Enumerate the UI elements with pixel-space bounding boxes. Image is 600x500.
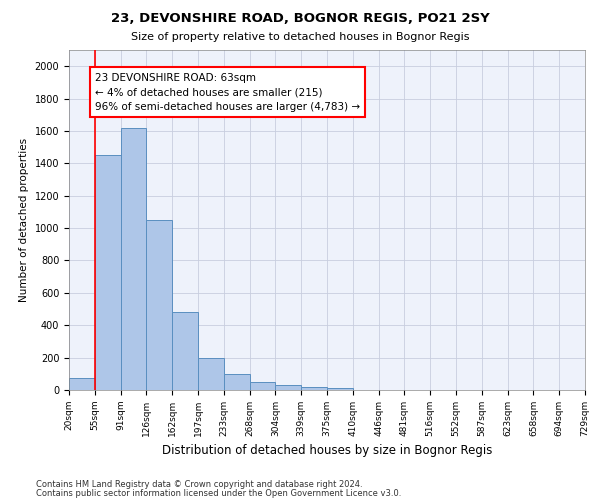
Text: Contains public sector information licensed under the Open Government Licence v3: Contains public sector information licen… (36, 489, 401, 498)
Bar (301, 387, 327, 390)
Bar (69, 378, 95, 390)
Bar (224, 374, 250, 390)
Text: Contains HM Land Registry data © Crown copyright and database right 2024.: Contains HM Land Registry data © Crown c… (36, 480, 362, 489)
Y-axis label: Number of detached properties: Number of detached properties (19, 138, 29, 302)
Bar (172, 312, 198, 390)
Bar (275, 385, 301, 390)
Bar (95, 155, 121, 390)
Bar (250, 382, 275, 390)
Bar (327, 388, 353, 390)
Bar (198, 358, 224, 390)
X-axis label: Distribution of detached houses by size in Bognor Regis: Distribution of detached houses by size … (162, 444, 492, 458)
Bar (146, 220, 172, 390)
Text: Size of property relative to detached houses in Bognor Regis: Size of property relative to detached ho… (131, 32, 469, 42)
Text: 23 DEVONSHIRE ROAD: 63sqm
← 4% of detached houses are smaller (215)
96% of semi-: 23 DEVONSHIRE ROAD: 63sqm ← 4% of detach… (95, 72, 360, 112)
Bar (121, 128, 146, 390)
Text: 23, DEVONSHIRE ROAD, BOGNOR REGIS, PO21 2SY: 23, DEVONSHIRE ROAD, BOGNOR REGIS, PO21 … (110, 12, 490, 26)
